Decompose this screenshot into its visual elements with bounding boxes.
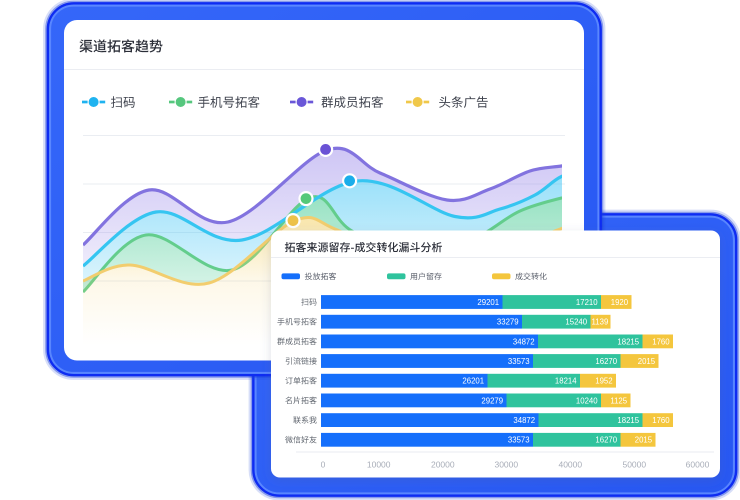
svg-text:2015: 2015: [638, 357, 656, 366]
svg-text:16270: 16270: [595, 436, 617, 445]
svg-text:1952: 1952: [595, 377, 612, 386]
svg-text:29279: 29279: [481, 396, 503, 405]
svg-text:1920: 1920: [611, 298, 629, 307]
svg-text:2015: 2015: [635, 436, 653, 445]
svg-text:1760: 1760: [652, 337, 670, 346]
svg-text:18214: 18214: [555, 377, 577, 386]
svg-text:10000: 10000: [367, 460, 391, 470]
svg-text:40000: 40000: [558, 460, 582, 470]
svg-text:50000: 50000: [622, 460, 646, 470]
svg-text:33279: 33279: [497, 318, 519, 327]
svg-text:1125: 1125: [610, 396, 627, 405]
svg-text:20000: 20000: [431, 460, 455, 470]
svg-text:15240: 15240: [565, 318, 587, 327]
svg-text:33573: 33573: [508, 357, 530, 366]
svg-text:1139: 1139: [592, 318, 609, 327]
svg-text:34872: 34872: [513, 416, 535, 425]
svg-text:29201: 29201: [477, 298, 499, 307]
svg-text:16270: 16270: [595, 357, 617, 366]
svg-text:18215: 18215: [617, 337, 639, 346]
svg-text:10240: 10240: [576, 396, 598, 405]
svg-text:26201: 26201: [462, 377, 484, 386]
svg-text:17210: 17210: [576, 298, 598, 307]
svg-text:0: 0: [321, 460, 326, 470]
svg-text:30000: 30000: [494, 460, 518, 470]
svg-text:1760: 1760: [652, 416, 670, 425]
svg-text:34872: 34872: [513, 337, 535, 346]
svg-text:60000: 60000: [686, 460, 710, 470]
svg-text:18215: 18215: [617, 416, 639, 425]
svg-text:33573: 33573: [508, 436, 530, 445]
